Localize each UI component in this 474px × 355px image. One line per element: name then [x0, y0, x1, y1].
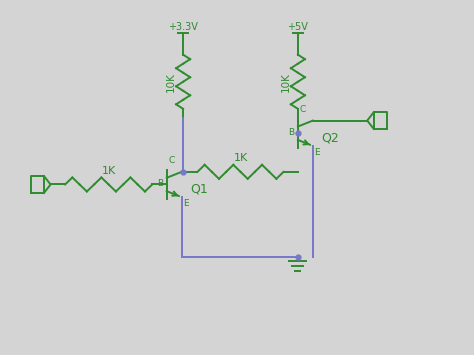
Text: 10K: 10K	[166, 72, 176, 92]
Text: +5V: +5V	[287, 22, 308, 32]
Text: E: E	[182, 200, 188, 208]
Text: +3.3V: +3.3V	[168, 22, 198, 32]
Text: 1K: 1K	[233, 153, 247, 163]
Text: Q2: Q2	[321, 131, 339, 144]
Text: 10K: 10K	[281, 72, 291, 92]
Text: B: B	[157, 179, 163, 188]
Text: C: C	[168, 156, 174, 165]
Text: E: E	[314, 148, 319, 157]
Text: B: B	[288, 128, 294, 137]
Text: 1K: 1K	[101, 166, 116, 176]
Text: C: C	[299, 105, 306, 114]
Text: Q1: Q1	[190, 183, 208, 196]
